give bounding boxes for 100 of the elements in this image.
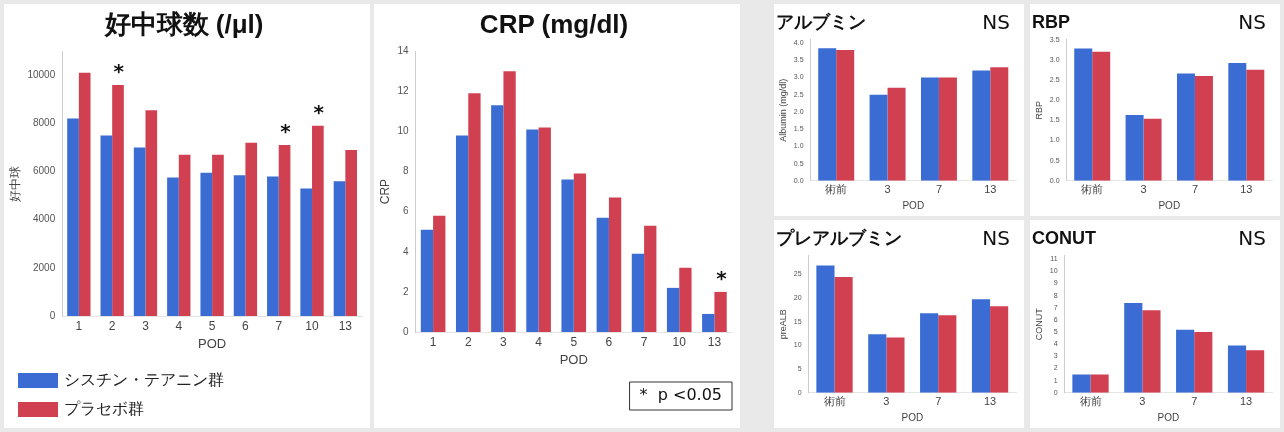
x-tick-label: 7: [935, 183, 943, 196]
bar: [1194, 75, 1213, 181]
bar: [818, 48, 837, 181]
x-tick-label: 4: [535, 334, 543, 349]
annotation: *: [113, 59, 125, 84]
bar: [112, 84, 124, 316]
bar: [345, 149, 357, 316]
bar: [938, 315, 957, 393]
x-tick-label: 5: [570, 334, 578, 349]
annotation: *: [280, 119, 292, 144]
bar: [596, 217, 609, 332]
bar: [278, 145, 291, 316]
x-axis-title: POD: [198, 335, 227, 351]
y-tick-label: 8: [402, 165, 409, 177]
x-tick-label: 術前: [1081, 183, 1104, 196]
chart-title: 好中球数 (/μl): [103, 8, 264, 39]
text: NS: [1238, 9, 1266, 34]
bar: [1246, 69, 1265, 181]
bar: [1143, 118, 1162, 181]
bar: [644, 225, 657, 332]
bar: [1194, 332, 1213, 393]
bar: [133, 147, 146, 316]
x-tick-label: 7: [275, 318, 283, 333]
x-tick-label: 10: [305, 318, 320, 333]
bar: [971, 299, 991, 393]
bar: [538, 127, 551, 332]
y-axis-title: CONUT: [1033, 307, 1044, 341]
bar: [300, 188, 313, 316]
x-tick-label: 10: [672, 334, 687, 349]
x-tick-label: 7: [935, 395, 942, 408]
y-tick-label: 12: [397, 85, 409, 97]
bar: [834, 276, 853, 393]
y-tick-label: 0: [49, 309, 56, 321]
bar: [920, 77, 939, 181]
bar: [433, 215, 446, 332]
bar: [67, 118, 79, 316]
bar: [990, 67, 1009, 181]
bar: [561, 179, 574, 332]
y-tick-label: 14: [397, 44, 409, 56]
bar: [267, 176, 279, 316]
y-tick-label: 6000: [32, 165, 56, 177]
y-axis-title: CRP: [377, 178, 392, 205]
bar: [1246, 350, 1265, 393]
x-axis-title: POD: [1157, 411, 1180, 423]
bar: [920, 313, 939, 393]
x-tick-label: 3: [884, 183, 891, 196]
x-tick-label: 13: [983, 395, 997, 408]
text: NS: [982, 225, 1010, 250]
bar: [1227, 345, 1247, 393]
bar: [1142, 310, 1161, 393]
bar: [1125, 115, 1144, 181]
annotation: *: [716, 266, 728, 291]
bar: [886, 337, 905, 393]
y-tick-label: 10000: [27, 69, 56, 81]
x-tick-label: 13: [1240, 183, 1253, 196]
bar: [100, 135, 113, 316]
bar: [868, 334, 887, 393]
x-tick-label: 5: [208, 318, 216, 333]
y-tick-label: 8000: [32, 117, 56, 129]
y-tick-label: 4: [402, 245, 409, 257]
bar: [1092, 51, 1111, 181]
legend-label: プラセボ群: [64, 399, 144, 420]
y-tick-label: 2000: [32, 261, 56, 273]
text: NS: [982, 9, 1010, 34]
x-tick-label: 術前: [1079, 395, 1102, 408]
text: * p <0.05: [639, 385, 723, 405]
x-tick-label: 3: [142, 318, 150, 333]
chart-title: CONUT: [1032, 227, 1096, 248]
chart-title: CRP (mg/dl): [479, 8, 629, 39]
bar: [455, 135, 469, 332]
bar: [714, 291, 727, 332]
x-tick-label: 6: [605, 334, 613, 349]
x-tick-label: 7: [1191, 183, 1199, 196]
bar: [679, 267, 692, 332]
bar: [333, 181, 346, 316]
bar: [526, 129, 539, 332]
legend-label: シスチン・テアニン群: [64, 370, 224, 391]
chart-title: RBP: [1032, 11, 1071, 32]
bar: [816, 265, 835, 393]
bar: [178, 154, 191, 316]
x-tick-label: 術前: [823, 395, 846, 408]
bar: [938, 77, 957, 181]
bar: [420, 229, 434, 332]
y-axis-title: preALB: [777, 309, 788, 340]
x-tick-label: 2: [464, 334, 472, 349]
bar: [702, 313, 715, 332]
y-tick-label: 10: [397, 125, 409, 137]
bar: [200, 172, 213, 316]
bar: [145, 110, 158, 316]
y-axis-title: RBP: [1033, 100, 1044, 120]
x-tick-label: 1: [429, 334, 437, 349]
y-axis-title: 好中球: [7, 165, 22, 202]
x-tick-label: 2: [108, 318, 116, 333]
x-tick-label: 13: [984, 183, 997, 196]
bar: [1176, 329, 1195, 393]
bar: [631, 253, 645, 332]
chart-title: プレアルブミン: [776, 227, 902, 248]
bar: [245, 142, 258, 316]
y-tick-label: 4000: [32, 213, 56, 225]
x-tick-label: 13: [707, 334, 722, 349]
